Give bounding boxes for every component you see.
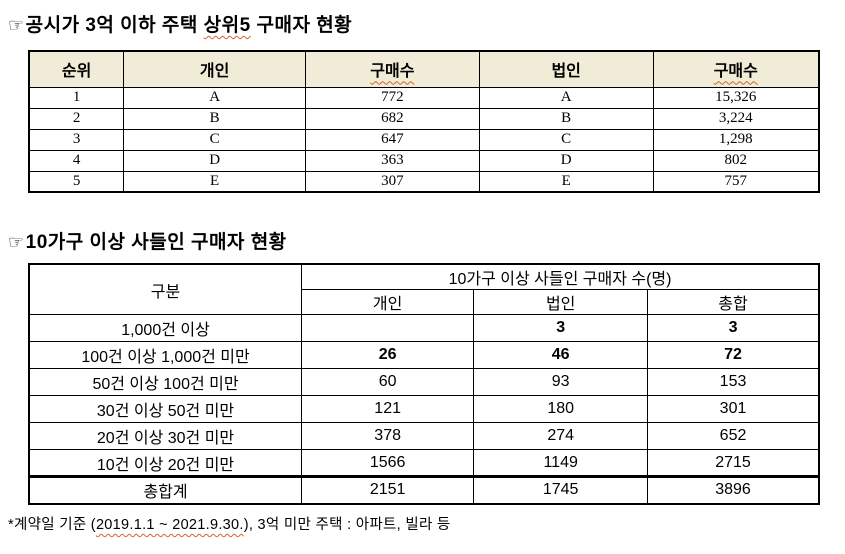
section1-title-underlined: 상위5 xyxy=(203,15,251,36)
corporation-value-cell: 46 xyxy=(473,341,649,369)
table-row: 1 A 772 A 15,326 xyxy=(28,86,820,109)
individual-count-cell: 363 xyxy=(304,149,480,172)
corporation-total-cell: 1745 xyxy=(473,475,649,504)
individual-count-cell: 647 xyxy=(304,128,480,151)
grand-total-label-cell: 총합계 xyxy=(28,475,303,504)
individual-value-cell: 26 xyxy=(301,341,475,369)
total-value-cell: 301 xyxy=(647,395,820,423)
section1-title: ☞공시가 3억 이하 주택 상위5 구매자 현황 xyxy=(8,10,352,37)
table-row: 2 B 682 B 3,224 xyxy=(28,107,820,130)
rank-cell: 3 xyxy=(28,128,125,151)
purchase-count-header-label-1: 구매수 xyxy=(370,63,415,81)
table2-header-row-2: 개인 법인 총합 xyxy=(29,289,820,315)
table-row: 50건 이상 100건 미만 60 93 153 xyxy=(28,368,820,396)
corporation-count-cell: 3,224 xyxy=(652,107,820,130)
table1-header-row: 순위 개인 구매수 법인 구매수 xyxy=(28,50,820,88)
corporation-count-cell: 757 xyxy=(652,170,820,193)
total-value-cell: 2715 xyxy=(647,449,820,477)
corporation-cell: E xyxy=(478,170,654,193)
total-subheader-cell: 총합 xyxy=(647,289,820,315)
corporation-value-cell: 180 xyxy=(473,395,649,423)
individual-cell: B xyxy=(123,107,306,130)
grand-total-row: 총합계 2151 1745 3896 xyxy=(28,475,820,504)
individual-cell: A xyxy=(123,86,306,109)
total-value-cell: 3 xyxy=(647,314,820,342)
section2-title: ☞10가구 이상 사들인 구매자 현황 xyxy=(8,227,287,254)
individual-header-label: 개인 xyxy=(199,63,230,81)
rank-header-cell: 순위 xyxy=(28,50,125,88)
corporation-header-label: 법인 xyxy=(551,63,581,81)
individual-count-cell: 772 xyxy=(304,86,480,109)
table-row: 4 D 363 D 802 xyxy=(28,149,820,172)
section1-title-pre: 공시가 3억 이하 주택 xyxy=(25,15,204,36)
section1-title-post: 구매자 현황 xyxy=(250,15,353,36)
purchase-count-header-label-2: 구매수 xyxy=(713,63,758,81)
range-label-cell: 1,000건 이상 xyxy=(28,314,303,342)
category-header-cell: 구분 xyxy=(28,263,303,315)
group-header-cell: 10가구 이상 사들인 구매자 수(명) xyxy=(301,263,820,290)
footnote-post: ), 3억 미만 주택 : 아파트, 빌라 등 xyxy=(243,517,451,533)
rank-header-label: 순위 xyxy=(61,63,92,81)
rank-cell: 5 xyxy=(28,170,125,193)
individual-total-cell: 2151 xyxy=(301,475,475,504)
corporation-cell: B xyxy=(478,107,654,130)
individual-subheader-cell: 개인 xyxy=(301,289,475,315)
range-label-cell: 10건 이상 20건 미만 xyxy=(28,449,303,477)
range-label-cell: 50건 이상 100건 미만 xyxy=(28,368,303,396)
ten-plus-buyers-table: 구분 10가구 이상 사들인 구매자 수(명) 개인 법인 총합 1,000건 … xyxy=(28,263,820,505)
corporation-cell: A xyxy=(478,86,654,109)
individual-value-cell: 121 xyxy=(301,395,475,423)
purchase-count-header-cell-1: 구매수 xyxy=(304,50,480,88)
table-row: 10건 이상 20건 미만 1566 1149 2715 xyxy=(28,449,820,477)
table-row: 1,000건 이상 3 3 xyxy=(28,314,820,342)
individual-cell: E xyxy=(123,170,306,193)
range-label-cell: 100건 이상 1,000건 미만 xyxy=(28,341,303,369)
table-row: 100건 이상 1,000건 미만 26 46 72 xyxy=(28,341,820,369)
individual-header-cell: 개인 xyxy=(123,50,306,88)
corporation-count-cell: 802 xyxy=(652,149,820,172)
individual-cell: C xyxy=(123,128,306,151)
rank-cell: 1 xyxy=(28,86,125,109)
corporation-count-cell: 1,298 xyxy=(652,128,820,151)
rank-cell: 2 xyxy=(28,107,125,130)
corporation-cell: D xyxy=(478,149,654,172)
pointing-finger-icon: ☞ xyxy=(8,232,25,252)
individual-value-cell: 60 xyxy=(301,368,475,396)
rank-cell: 4 xyxy=(28,149,125,172)
purchase-count-header-cell-2: 구매수 xyxy=(652,50,820,88)
corporation-cell: C xyxy=(478,128,654,151)
total-value-cell: 153 xyxy=(647,368,820,396)
corporation-value-cell: 274 xyxy=(473,422,649,450)
individual-count-cell: 682 xyxy=(304,107,480,130)
footnote-pre: *계약일 기준 ( xyxy=(8,517,96,533)
individual-cell: D xyxy=(123,149,306,172)
footnote-date-range: 2019.1.1 ~ 2021.9.30. xyxy=(95,517,244,533)
individual-value-cell xyxy=(301,314,475,342)
total-value-cell: 72 xyxy=(647,341,820,369)
corporation-value-cell: 3 xyxy=(473,314,649,342)
individual-value-cell: 1566 xyxy=(301,449,475,477)
total-total-cell: 3896 xyxy=(647,475,820,504)
table-row: 5 E 307 E 757 xyxy=(28,170,820,193)
corporation-header-cell: 법인 xyxy=(478,50,654,88)
corporation-value-cell: 93 xyxy=(473,368,649,396)
individual-count-cell: 307 xyxy=(304,170,480,193)
section2-title-text: 10가구 이상 사들인 구매자 현황 xyxy=(25,232,287,253)
table2-header-row-1: 구분 10가구 이상 사들인 구매자 수(명) xyxy=(28,263,820,315)
footnote: *계약일 기준 (2019.1.1 ~ 2021.9.30.), 3억 미만 주… xyxy=(8,513,451,534)
corporation-count-cell: 15,326 xyxy=(652,86,820,109)
corporation-subheader-cell: 법인 xyxy=(473,289,649,315)
corporation-value-cell: 1149 xyxy=(473,449,649,477)
table-row: 20건 이상 30건 미만 378 274 652 xyxy=(28,422,820,450)
range-label-cell: 30건 이상 50건 미만 xyxy=(28,395,303,423)
table-row: 30건 이상 50건 미만 121 180 301 xyxy=(28,395,820,423)
top5-buyers-table: 순위 개인 구매수 법인 구매수 1 A 772 A 15,326 2 B 68… xyxy=(28,50,820,193)
total-value-cell: 652 xyxy=(647,422,820,450)
individual-value-cell: 378 xyxy=(301,422,475,450)
range-label-cell: 20건 이상 30건 미만 xyxy=(28,422,303,450)
pointing-finger-icon: ☞ xyxy=(8,15,25,35)
table-row: 3 C 647 C 1,298 xyxy=(28,128,820,151)
